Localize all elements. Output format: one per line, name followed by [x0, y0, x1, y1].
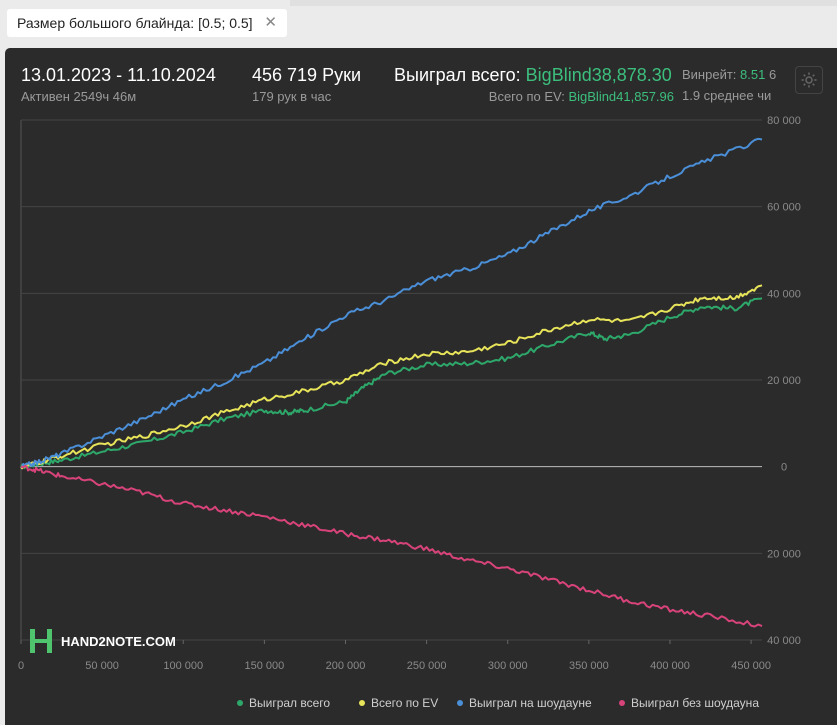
legend-item[interactable]: Выиграл без шоудауна	[619, 696, 759, 710]
won-total-value: BigBlind38,878.30	[525, 65, 672, 85]
legend-label: Всего по EV	[371, 696, 439, 710]
y-tick-label: 60 000	[767, 202, 801, 214]
x-tick-label: 50 000	[85, 660, 119, 672]
series-line	[20, 284, 763, 470]
legend-label: Выиграл без шоудауна	[631, 696, 759, 710]
winrate-tail: 6	[768, 67, 777, 82]
x-tick-label: 300 000	[488, 660, 528, 672]
winnings-chart: 80 000 60 000 40 000 20 000 0 20 000 40 000 0 50…	[18, 115, 801, 672]
active-time: Активен 2549ч 46м	[21, 89, 137, 104]
h-logo-icon	[30, 629, 52, 653]
x-tick-label: 400 000	[650, 660, 690, 672]
filter-chip[interactable]: Размер большого блайнда: [0.5; 0.5] ✕	[7, 9, 287, 37]
close-icon[interactable]: ✕	[264, 14, 277, 31]
x-tick-label: 0	[18, 660, 24, 672]
legend-dot-icon	[237, 700, 243, 706]
ev-total-label: Всего по EV:	[488, 89, 565, 104]
x-tick-label: 150 000	[244, 660, 284, 672]
filter-label: Размер большого блайнда: [0.5; 0.5]	[17, 15, 253, 31]
winrate: Винрейт: 8.51 6	[682, 67, 776, 82]
legend-dot-icon	[457, 700, 463, 706]
y-tick-label: 40 000	[767, 635, 801, 647]
graph-panel: 13.01.2023 - 11.10.2024 Активен 2549ч 46…	[5, 48, 837, 725]
winrate-value: 8.51	[740, 67, 766, 82]
series-line	[20, 137, 763, 469]
y-tick-label: 20 000	[767, 548, 801, 560]
x-tick-label: 200 000	[326, 660, 366, 672]
top-strip	[290, 0, 837, 6]
settings-button[interactable]	[795, 66, 823, 94]
won-total: Выиграл всего: BigBlind38,878.30	[394, 65, 672, 86]
ev-total: Всего по EV: BigBlind41,857.96	[489, 89, 674, 104]
avg-line: 1.9 среднее чи	[682, 88, 772, 103]
legend-dot-icon	[619, 700, 625, 706]
ev-total-value: BigBlind41,857.96	[568, 89, 674, 104]
x-tick-label: 450 000	[731, 660, 771, 672]
winrate-label: Винрейт:	[682, 67, 737, 82]
y-tick-label: 80 000	[767, 115, 801, 127]
gear-icon	[801, 72, 817, 88]
logo-text: HAND2NOTE.COM	[61, 633, 176, 649]
legend-item[interactable]: Выиграл на шоудауне	[457, 696, 592, 710]
date-range: 13.01.2023 - 11.10.2024	[21, 65, 216, 85]
x-tick-label: 350 000	[569, 660, 609, 672]
legend-item[interactable]: Всего по EV	[359, 696, 438, 710]
hands-per-hour: 179 рук в час	[252, 89, 332, 104]
y-tick-label: 40 000	[767, 288, 801, 300]
y-tick-label: 20 000	[767, 375, 801, 387]
x-tick-label: 100 000	[163, 660, 203, 672]
series-line	[20, 297, 763, 470]
series-line	[20, 464, 763, 628]
hand2note-logo: HAND2NOTE.COM	[29, 628, 176, 654]
legend-dot-icon	[359, 700, 365, 706]
legend-label: Выиграл всего	[249, 696, 331, 710]
won-total-label: Выиграл всего:	[394, 65, 521, 85]
legend-label: Выиграл на шоудауне	[469, 696, 592, 710]
hands-count: 456 719 Руки	[252, 65, 362, 85]
y-tick-label: 0	[781, 462, 787, 474]
x-tick-label: 250 000	[407, 660, 447, 672]
legend-item[interactable]: Выиграл всего	[237, 696, 330, 710]
